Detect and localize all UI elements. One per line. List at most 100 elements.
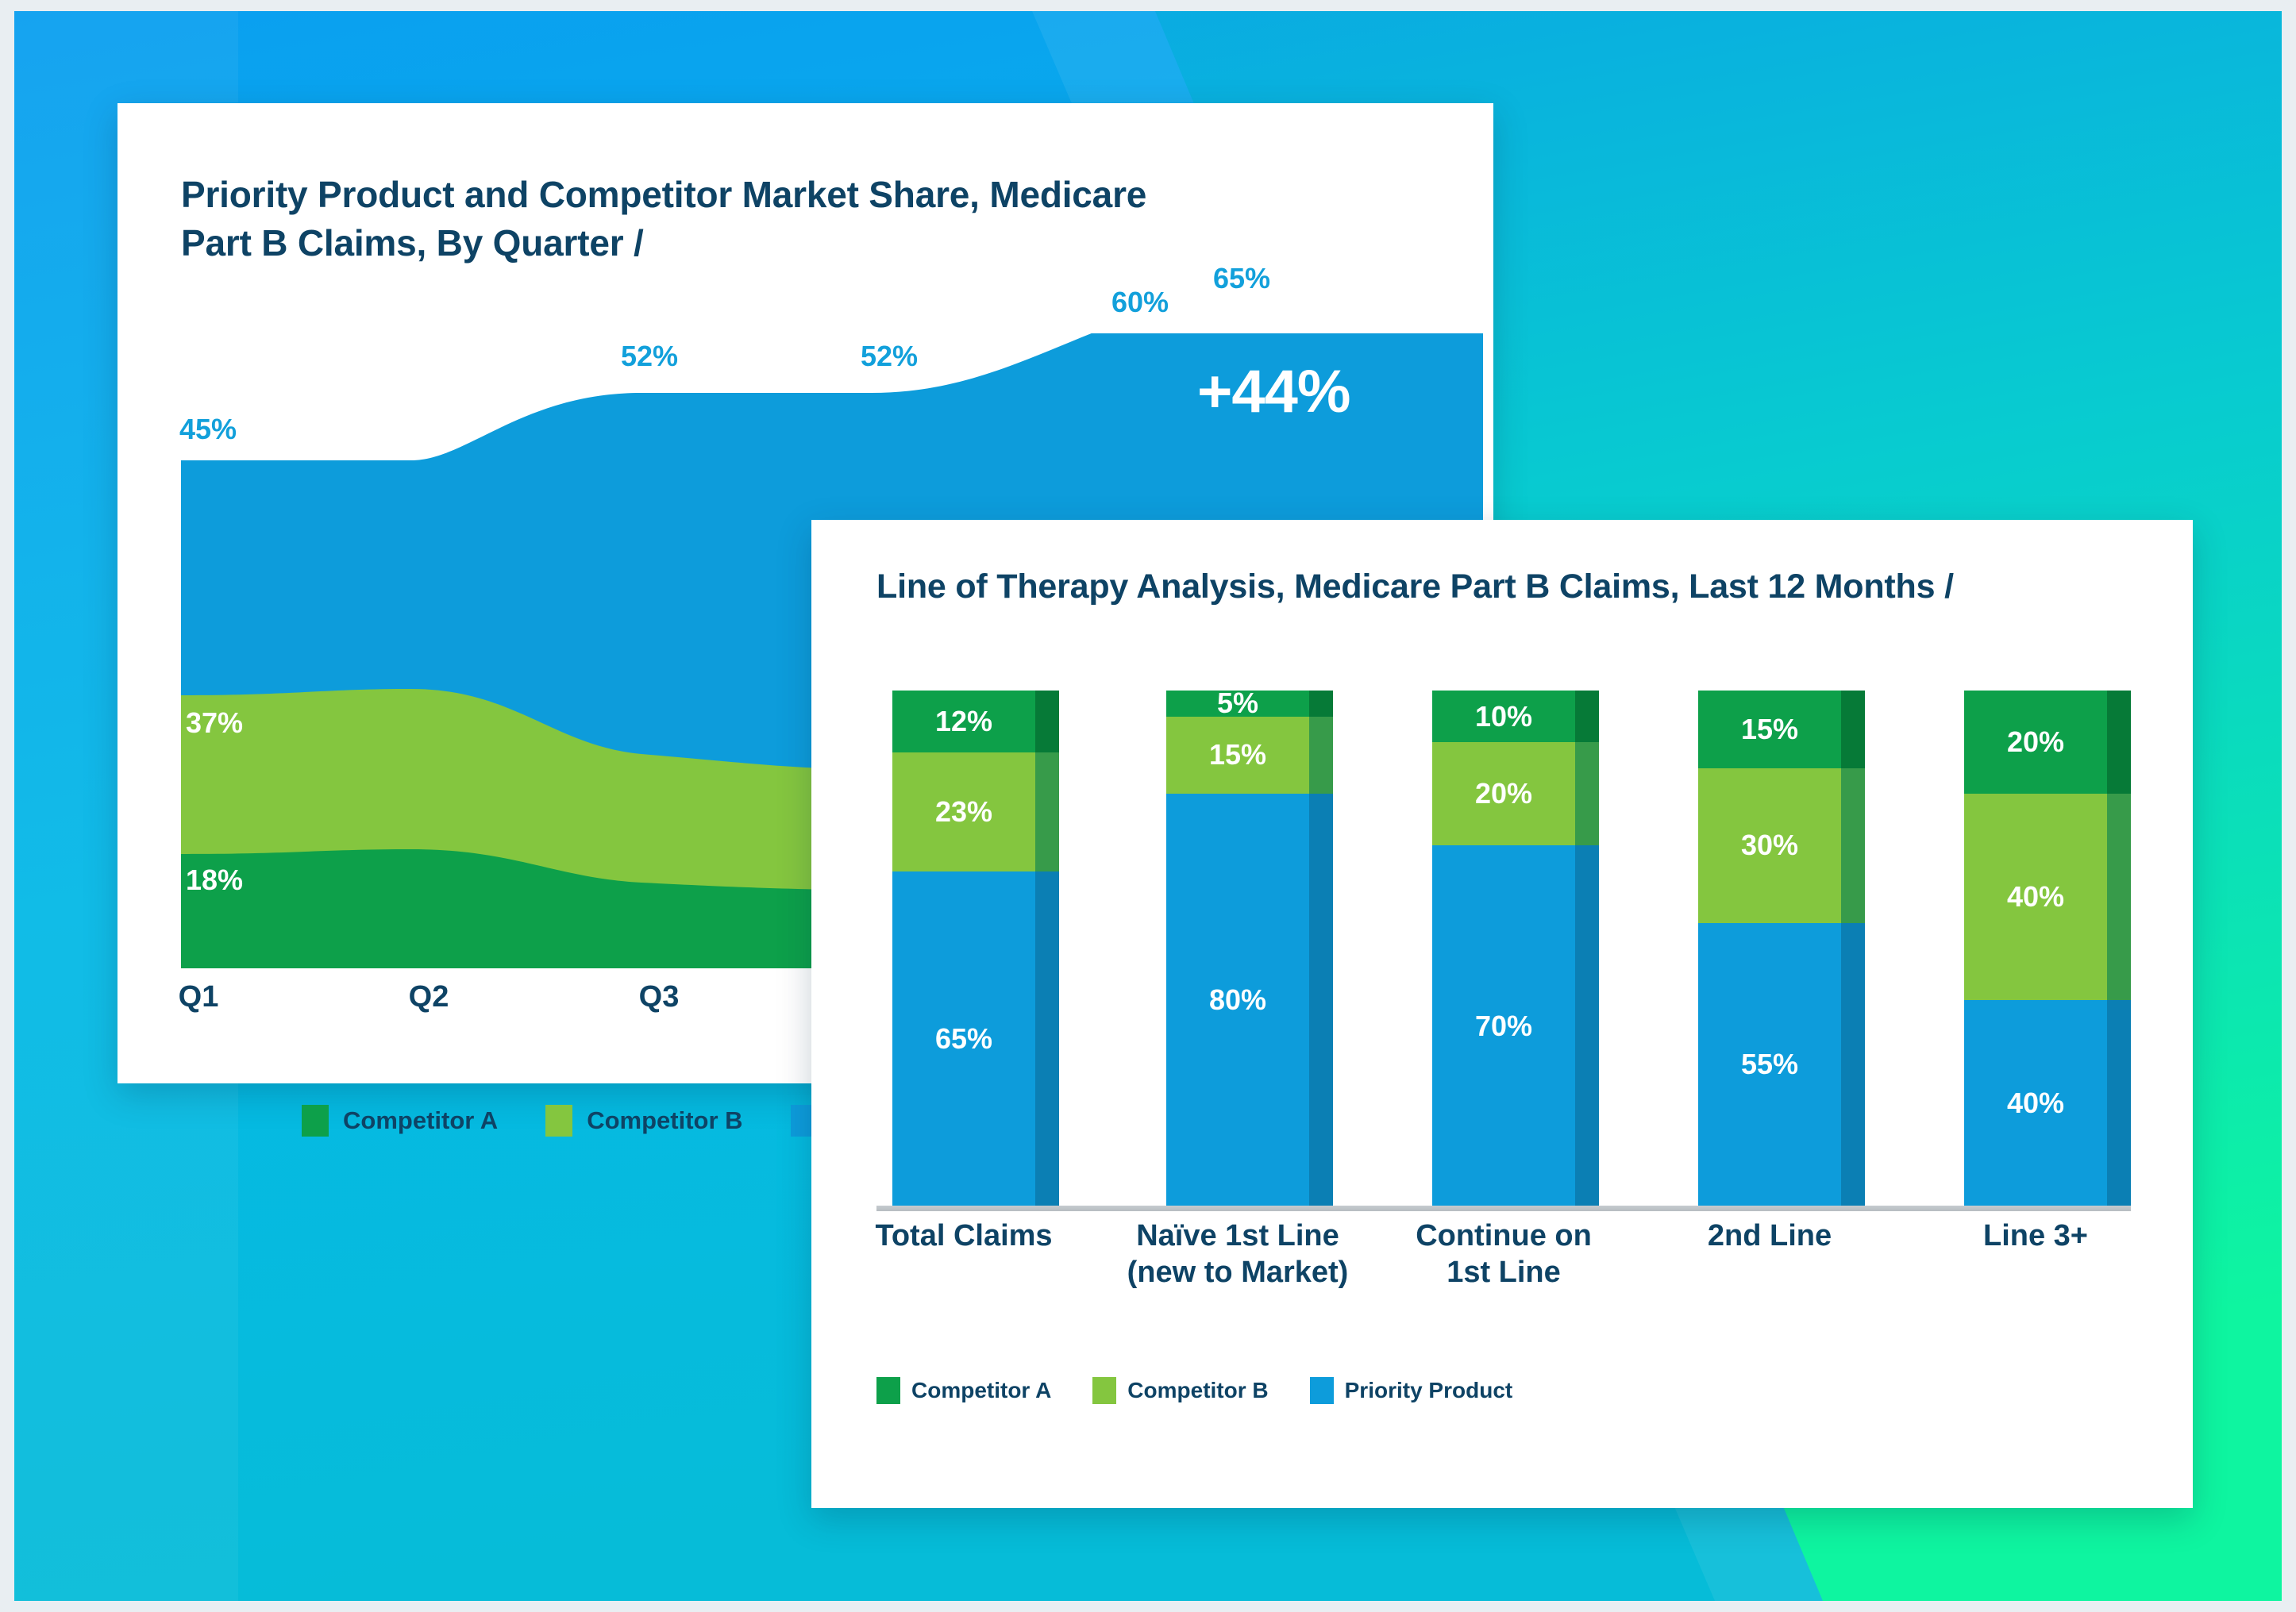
bar-category-total-claims: Total Claims	[875, 1218, 1052, 1255]
segment-side-priority-product	[1575, 845, 1599, 1206]
bar-category-line2: 1st Line	[1447, 1255, 1561, 1289]
segment-value-competitor-a: 15%	[1740, 712, 1799, 745]
segment-priority-product[interactable]: 80%	[1166, 794, 1333, 1206]
legend-label-competitor-b: Competitor B	[1127, 1378, 1269, 1402]
segment-value-priority-product: 80%	[1208, 983, 1267, 1016]
segment-value-competitor-b: 20%	[1474, 777, 1533, 810]
segment-value-priority-product: 55%	[1740, 1048, 1799, 1081]
legend-item-competitor-b[interactable]: Competitor B	[1092, 1377, 1269, 1404]
segment-value-competitor-a: 5%	[1216, 687, 1259, 720]
area-label-blue-q6: 65%	[1213, 262, 1271, 294]
legend-swatch-priority-product	[1309, 1377, 1334, 1404]
segment-value-competitor-a: 12%	[934, 705, 993, 737]
segment-side-priority-product	[1841, 922, 1865, 1206]
stacked-bar: 12% 23% 65%	[892, 691, 1059, 1206]
card2-legend: Competitor A Competitor B Priority Produ…	[876, 1377, 1554, 1404]
area-label-lightgreen-q1: 37%	[186, 706, 244, 739]
bar-category-naive-1st-line: Naïve 1st Line (new to Market)	[1127, 1218, 1349, 1291]
area-label-blue-q5: 60%	[1111, 286, 1169, 318]
segment-side-priority-product	[1035, 871, 1059, 1206]
area-label-blue-q3: 52%	[621, 340, 679, 372]
bar-category-2nd-line: 2nd Line	[1708, 1218, 1832, 1255]
card1-title: Priority Product and Competitor Market S…	[181, 171, 1372, 267]
segment-side-priority-product	[2107, 1000, 2131, 1206]
x-tick-q1: Q1	[178, 980, 219, 1014]
legend-label-competitor-a: Competitor A	[343, 1106, 499, 1134]
legend-item-priority-product[interactable]: Priority Product	[1309, 1377, 1513, 1404]
legend-item-competitor-a[interactable]: Competitor A	[302, 1105, 498, 1137]
segment-competitor-a[interactable]: 15%	[1698, 691, 1865, 768]
x-tick-q2: Q2	[408, 980, 449, 1014]
segment-competitor-a[interactable]: 20%	[1964, 691, 2131, 794]
segment-side-competitor-b	[1575, 742, 1599, 845]
bar-category-line1: Naïve 1st Line	[1136, 1219, 1339, 1252]
growth-callout: +44%	[1197, 358, 1350, 425]
legend-swatch-competitor-a	[876, 1377, 900, 1404]
segment-side-competitor-a	[1309, 691, 1333, 717]
x-tick-q3: Q3	[638, 980, 680, 1014]
bar-category-line1: 2nd Line	[1707, 1219, 1832, 1252]
segment-side-competitor-a	[2107, 691, 2131, 794]
legend-item-competitor-b[interactable]: Competitor B	[545, 1105, 743, 1137]
bar-group-2nd-line[interactable]: 15% 30% 55%	[1698, 691, 1865, 1206]
stacked-bar: 10% 20% 70%	[1432, 691, 1599, 1206]
segment-competitor-a[interactable]: 12%	[892, 691, 1059, 752]
segment-priority-product[interactable]: 55%	[1698, 922, 1865, 1206]
segment-value-competitor-b: 23%	[934, 794, 993, 828]
bar-category-line1: Line 3+	[1983, 1219, 2088, 1252]
bar-group-naive-1st-line[interactable]: 5% 15% 80%	[1166, 687, 1333, 1206]
stacked-bar: 5% 15% 80%	[1166, 687, 1333, 1206]
segment-competitor-b[interactable]: 20%	[1432, 742, 1599, 845]
card2-title: Line of Therapy Analysis, Medicare Part …	[876, 567, 1954, 606]
segment-side-competitor-b	[1035, 752, 1059, 871]
segment-competitor-b[interactable]: 15%	[1166, 716, 1333, 794]
bar-group-total-claims[interactable]: 12% 23% 65%	[892, 691, 1059, 1206]
segment-competitor-a[interactable]: 5%	[1166, 687, 1333, 719]
segment-competitor-b[interactable]: 23%	[892, 752, 1059, 871]
line-of-therapy-card: Line of Therapy Analysis, Medicare Part …	[811, 520, 2193, 1508]
legend-swatch-competitor-b	[545, 1105, 573, 1137]
legend-label-competitor-a: Competitor A	[911, 1378, 1052, 1402]
bar-category-line-3-plus: Line 3+	[1983, 1218, 2088, 1255]
bar-group-continue-on-1st-line[interactable]: 10% 20% 70%	[1432, 691, 1599, 1206]
segment-priority-product[interactable]: 40%	[1964, 1000, 2131, 1206]
segment-competitor-b[interactable]: 40%	[1964, 794, 2131, 1000]
segment-side-competitor-b	[1309, 716, 1333, 794]
segment-priority-product[interactable]: 65%	[892, 871, 1059, 1206]
segment-side-competitor-a	[1035, 691, 1059, 752]
legend-item-competitor-a[interactable]: Competitor A	[876, 1377, 1051, 1404]
bar-chart-baseline	[876, 1206, 2131, 1211]
area-label-blue-q4: 52%	[861, 340, 919, 372]
legend-label-competitor-b: Competitor B	[587, 1106, 743, 1134]
segment-value-priority-product: 65%	[934, 1021, 993, 1055]
segment-side-priority-product	[1309, 794, 1333, 1206]
segment-value-competitor-b: 30%	[1740, 829, 1799, 861]
segment-value-competitor-a: 20%	[2006, 725, 2065, 758]
bar-chart: 12% 23% 65% 5%	[876, 687, 2131, 1206]
segment-side-competitor-b	[2107, 794, 2131, 1000]
segment-side-competitor-b	[1841, 768, 1865, 923]
segment-competitor-a[interactable]: 10%	[1432, 691, 1599, 742]
bar-category-line1: Total Claims	[875, 1219, 1053, 1252]
area-label-blue-q1: 45%	[179, 413, 237, 445]
segment-priority-product[interactable]: 70%	[1432, 845, 1599, 1206]
segment-side-competitor-a	[1841, 691, 1865, 768]
card1-title-line1: Priority Product and Competitor Market S…	[181, 174, 1147, 215]
legend-swatch-competitor-b	[1092, 1377, 1117, 1404]
bar-category-continue-on-1st-line: Continue on 1st Line	[1416, 1218, 1592, 1291]
segment-side-competitor-a	[1575, 691, 1599, 742]
legend-swatch-competitor-a	[302, 1105, 329, 1137]
segment-competitor-b[interactable]: 30%	[1698, 768, 1865, 923]
bar-group-line-3-plus[interactable]: 20% 40% 40%	[1964, 691, 2131, 1206]
stacked-bar: 15% 30% 55%	[1698, 691, 1865, 1206]
segment-value-competitor-a: 10%	[1474, 699, 1533, 733]
legend-label-priority-product: Priority Product	[1344, 1378, 1513, 1402]
bar-category-line1: Continue on	[1416, 1219, 1592, 1252]
bar-category-line2: (new to Market)	[1127, 1255, 1349, 1289]
segment-value-priority-product: 70%	[1474, 1009, 1533, 1042]
area-label-green-q1: 18%	[186, 864, 244, 896]
stacked-bar: 20% 40% 40%	[1964, 691, 2131, 1206]
segment-value-competitor-b: 15%	[1208, 738, 1267, 771]
segment-value-competitor-b: 40%	[2006, 880, 2065, 913]
segment-value-priority-product: 40%	[2006, 1087, 2065, 1119]
